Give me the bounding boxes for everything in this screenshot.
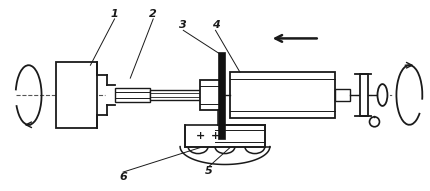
Bar <box>334 89 349 101</box>
Text: 3: 3 <box>179 20 187 30</box>
Bar <box>115 88 150 102</box>
Bar <box>200 80 221 110</box>
Bar <box>359 74 367 116</box>
Text: 4: 4 <box>211 20 219 30</box>
Text: 5: 5 <box>205 166 212 176</box>
Text: 6: 6 <box>119 172 127 182</box>
Bar <box>184 125 264 147</box>
Bar <box>150 90 205 100</box>
Bar <box>230 72 334 118</box>
Bar <box>218 52 224 139</box>
Ellipse shape <box>377 84 387 106</box>
Text: 2: 2 <box>149 9 157 19</box>
Text: +: + <box>195 131 204 141</box>
Text: +: + <box>210 131 219 141</box>
Text: 1: 1 <box>111 9 118 19</box>
Bar <box>55 62 97 128</box>
